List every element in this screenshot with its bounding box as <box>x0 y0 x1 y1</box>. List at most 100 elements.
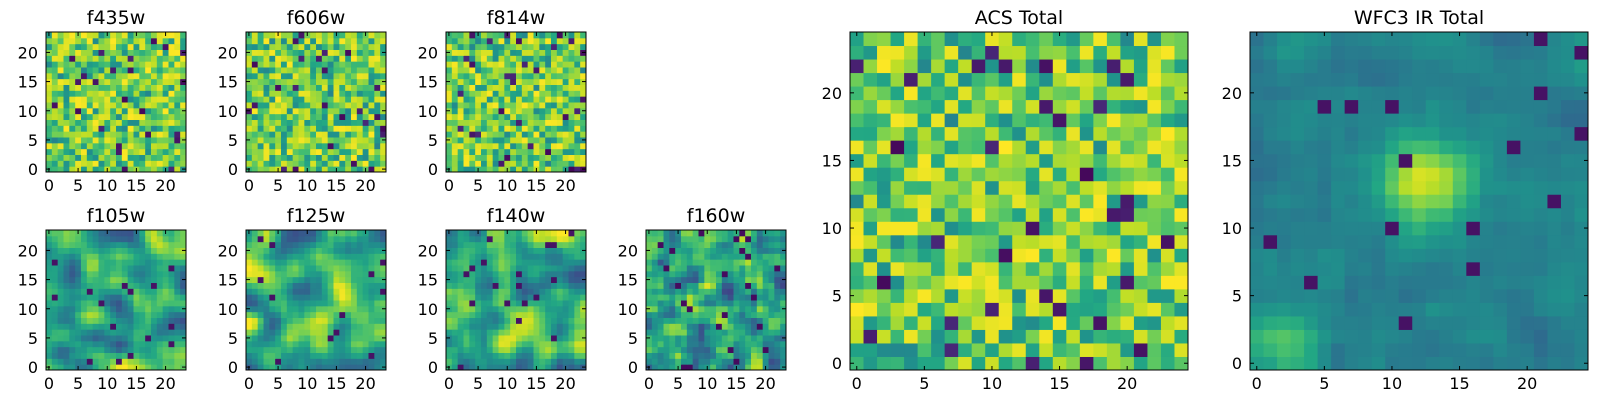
heatmap-cell <box>63 270 70 278</box>
heatmap-cell <box>57 317 64 324</box>
heatmap-cell <box>98 160 105 167</box>
heatmap-cell <box>931 180 946 195</box>
heatmap-cell <box>686 352 694 359</box>
heatmap-cell <box>850 261 865 276</box>
heatmap-cell <box>877 356 892 371</box>
heatmap-cell <box>1160 167 1175 182</box>
heatmap-cell <box>944 180 959 195</box>
heatmap-cell <box>145 358 152 365</box>
heatmap-cell <box>351 37 358 45</box>
heatmap-cell <box>556 142 564 150</box>
heatmap-cell <box>521 96 529 103</box>
heatmap-cell <box>958 302 973 317</box>
heatmap-cell <box>651 265 659 272</box>
heatmap-cell <box>374 294 381 301</box>
heatmap-cell <box>69 137 76 144</box>
heatmap-cell <box>863 261 878 276</box>
heatmap-cell <box>580 142 587 150</box>
heatmap-cell <box>345 300 352 307</box>
heatmap-cell <box>116 235 123 243</box>
heatmap-cell <box>580 294 587 301</box>
heatmap-cell <box>263 160 270 167</box>
heatmap-cell <box>374 282 381 289</box>
heatmap-cell <box>944 32 959 47</box>
heatmap-cell <box>351 358 358 365</box>
heatmap-cell <box>316 358 323 365</box>
heatmap-cell <box>568 311 575 318</box>
heatmap-cell <box>368 294 375 301</box>
heatmap-cell <box>116 329 123 336</box>
heatmap-cell <box>92 305 99 313</box>
heatmap-cell <box>1106 45 1121 60</box>
heatmap-cell <box>545 340 552 348</box>
heatmap-cell <box>568 235 575 243</box>
heatmap-cell <box>446 102 453 109</box>
heatmap-cell <box>574 148 581 155</box>
heatmap-cell <box>162 276 169 283</box>
heatmap-cell <box>446 352 453 359</box>
heatmap-cell <box>310 96 317 103</box>
heatmap-cell <box>686 294 694 301</box>
heatmap-cell <box>1452 342 1467 357</box>
heatmap-cell <box>57 55 64 62</box>
heatmap-cell <box>681 230 688 237</box>
heatmap-cell <box>356 102 364 109</box>
heatmap-cell <box>368 259 375 266</box>
heatmap-cell <box>1133 99 1148 114</box>
heatmap-cell <box>580 148 587 155</box>
heatmap-cell <box>521 288 529 295</box>
heatmap-cell <box>475 113 482 120</box>
heatmap-cell <box>345 282 352 289</box>
heatmap-cell <box>545 335 552 342</box>
heatmap-cell <box>762 352 769 359</box>
heatmap-cell <box>156 125 164 132</box>
heatmap-cell <box>368 241 375 248</box>
heatmap-cell <box>145 230 152 237</box>
heatmap-cell <box>469 335 476 342</box>
heatmap-cell <box>180 113 187 120</box>
heatmap-cell <box>727 241 734 248</box>
heatmap-cell <box>110 276 117 283</box>
heatmap-cell <box>958 45 973 60</box>
heatmap-cell <box>1358 356 1373 371</box>
heatmap-cell <box>686 311 694 318</box>
heatmap-cell <box>339 131 346 138</box>
heatmap-cell <box>63 166 70 173</box>
heatmap-cell <box>745 323 752 330</box>
heatmap-cell <box>574 160 581 167</box>
heatmap-cell <box>562 49 569 56</box>
heatmap-cell <box>269 137 276 144</box>
heatmap-cell <box>463 55 470 62</box>
heatmap-cell <box>333 294 340 301</box>
heatmap-cell <box>1120 45 1135 60</box>
heatmap-cell <box>380 241 387 248</box>
heatmap-cell <box>57 340 64 348</box>
heatmap-cell <box>351 317 358 324</box>
heatmap-cell <box>533 253 540 260</box>
x-tick-label: 20 <box>355 374 375 393</box>
heatmap-cell <box>316 37 323 45</box>
heatmap-cell <box>275 142 282 150</box>
heatmap-cell <box>310 364 317 371</box>
heatmap-cell <box>327 32 334 39</box>
heatmap-cell <box>510 329 517 336</box>
heatmap-cell <box>971 153 986 168</box>
heatmap-cell <box>46 282 53 289</box>
heatmap-cell <box>156 247 164 254</box>
heatmap-cell <box>721 346 729 353</box>
heatmap-cell <box>345 270 352 278</box>
heatmap-cell <box>356 364 364 371</box>
heatmap-cell <box>463 288 470 295</box>
heatmap-cell <box>286 37 294 45</box>
heatmap-cell <box>345 230 352 237</box>
heatmap-cell <box>574 317 581 324</box>
heatmap-cell <box>475 72 482 80</box>
heatmap-cell <box>263 78 270 85</box>
heatmap-cell <box>162 78 169 85</box>
heatmap-cell <box>180 84 187 91</box>
heatmap-cell <box>492 84 499 91</box>
heatmap-cell <box>98 166 105 173</box>
heatmap-cell <box>1263 315 1278 330</box>
heatmap-cell <box>446 300 453 307</box>
heatmap-cell <box>510 340 517 348</box>
